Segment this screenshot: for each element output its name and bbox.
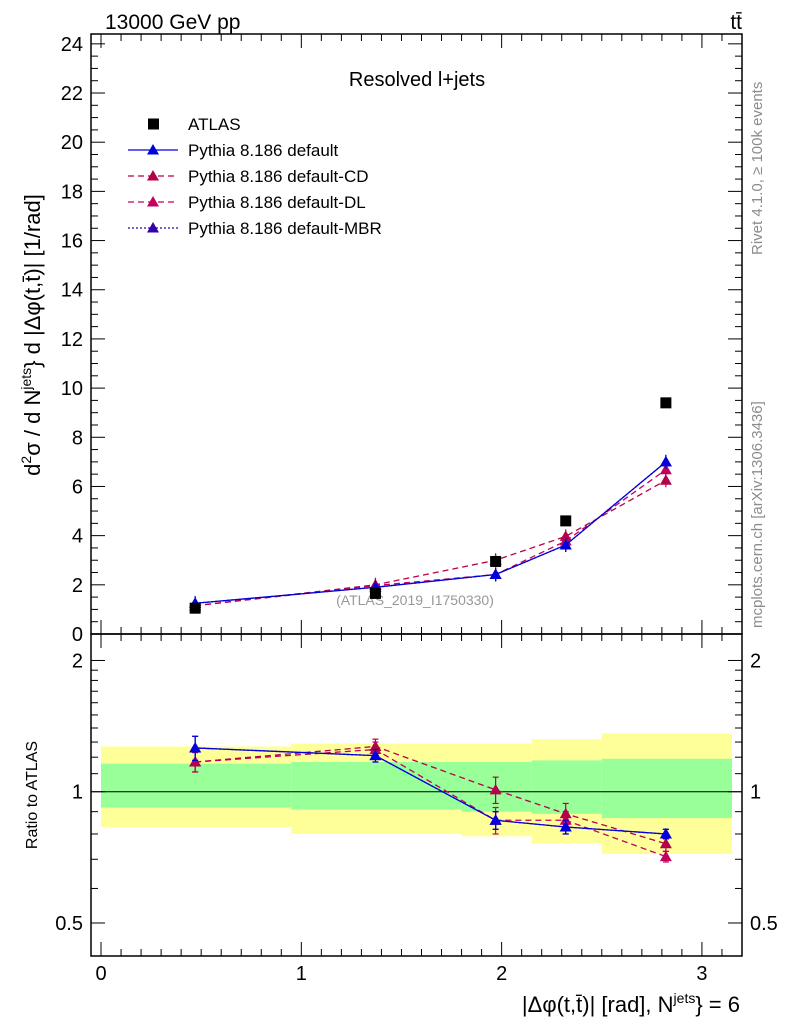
ratio-point xyxy=(189,741,202,753)
ratio-xtick-label: 2 xyxy=(496,963,507,985)
xlabel: |Δφ(t,t̄)| [rad], Njets} = 6 xyxy=(522,990,740,1017)
ylabel-part-d: d xyxy=(20,464,45,476)
series-point xyxy=(659,463,672,475)
main-ytick-label: 14 xyxy=(61,280,83,302)
green-band-4 xyxy=(601,758,732,819)
ratio-point xyxy=(659,850,672,862)
ratio-xtick-label: 0 xyxy=(95,963,106,985)
ratio-point xyxy=(369,749,382,761)
series-point xyxy=(559,530,572,541)
legend-label: Pythia 8.186 default xyxy=(188,141,339,160)
ratio-bands xyxy=(91,733,742,854)
ratio-point xyxy=(369,740,382,751)
legend-marker xyxy=(147,144,159,155)
main-ytick-label: 8 xyxy=(72,427,83,449)
legend-marker xyxy=(147,222,159,233)
atlas-point xyxy=(369,587,381,599)
series-point xyxy=(659,455,672,467)
legend-label: Pythia 8.186 default-MBR xyxy=(188,219,382,238)
series-pythia-8-186-default xyxy=(189,454,672,611)
process-label: tt̄ xyxy=(730,11,742,34)
main-ytick-label: 2 xyxy=(72,575,83,597)
ratio-point xyxy=(489,814,502,825)
legend-marker xyxy=(147,196,159,207)
main-ytick-label: 22 xyxy=(61,83,83,105)
main-series xyxy=(189,397,672,614)
main-ytick-label: 20 xyxy=(61,132,83,154)
series-point xyxy=(489,568,502,579)
ylabel-part-rest: } d |Δφ(t,t̄)| [1/rad] xyxy=(20,194,45,368)
ylabel-sup-2: 2 xyxy=(18,456,34,464)
main-ytick-label: 12 xyxy=(61,329,83,351)
atlas-point xyxy=(660,397,672,409)
green-band-1 xyxy=(291,761,462,810)
series-point xyxy=(659,474,672,485)
ratio-point xyxy=(189,755,202,767)
ratio-point xyxy=(659,837,672,849)
main-ytick-label: 24 xyxy=(61,34,83,56)
xlabel-part-end: } = 6 xyxy=(695,992,740,1017)
green-band-0 xyxy=(101,763,292,808)
ratio-point xyxy=(559,821,572,832)
xlabel-sup-jets: jets xyxy=(673,990,696,1006)
ylabel-sup-jets: jets xyxy=(18,368,34,391)
ratio-point xyxy=(659,827,672,839)
main-ytick-label: 0 xyxy=(72,624,83,646)
legend: ATLAS Pythia 8.186 default Pythia 8.186 de… xyxy=(128,115,382,238)
series-line xyxy=(195,469,667,607)
main-ylabel: d2σ / d Njets} d |Δφ(t,t̄)| [1/rad] xyxy=(18,194,45,476)
legend-label: ATLAS xyxy=(188,115,241,134)
series-point xyxy=(559,538,572,550)
ratio-ytick-label-right: 2 xyxy=(750,650,761,672)
ratio-point xyxy=(489,783,502,795)
ratio-line xyxy=(195,745,667,845)
main-ytick-label: 18 xyxy=(61,181,83,203)
atlas-point xyxy=(189,602,201,614)
ratio-ytick-label: 2 xyxy=(72,650,83,672)
main-ytick-label: 6 xyxy=(72,476,83,498)
ratio-xtick-label: 3 xyxy=(696,963,707,985)
green-band-3 xyxy=(531,760,602,814)
rivet-note: Rivet 4.1.0, ≥ 100k events xyxy=(749,82,766,255)
ratio-pythia-8-186-default xyxy=(189,735,672,840)
ratio-frame xyxy=(90,633,743,957)
ratio-series xyxy=(189,735,672,863)
series-pythia-8-186-default-dl xyxy=(189,462,672,613)
series-line xyxy=(195,479,667,607)
legend-marker-atlas xyxy=(148,118,159,130)
main-title: Resolved l+jets xyxy=(349,69,485,91)
legend-marker xyxy=(147,170,159,181)
atlas-point xyxy=(560,515,572,527)
legend-label: Pythia 8.186 default-DL xyxy=(188,193,366,212)
ratio-ylabel: Ratio to ATLAS xyxy=(24,741,41,849)
analysis-watermark: (ATLAS_2019_I1750330) xyxy=(336,592,494,608)
atlas-point xyxy=(490,555,502,567)
energy-label: 13000 GeV pp xyxy=(105,11,240,34)
ratio-axes: 0.5 0.5 1 1 2 2 0 1 2 3 xyxy=(55,633,778,985)
ratio-ytick-label: 1 xyxy=(72,782,83,804)
xlabel-part-main: |Δφ(t,t̄)| [rad], N xyxy=(522,992,674,1017)
series-atlas xyxy=(189,397,672,614)
ylabel-part-sigma: σ / d N xyxy=(20,390,45,456)
mcplots-note: mcplots.cern.ch [arXiv:1306.3436] xyxy=(749,401,766,628)
ratio-ytick-label-right: 1 xyxy=(750,782,761,804)
ratio-ytick-label: 0.5 xyxy=(55,913,83,935)
series-pythia-8-186-default-mbr xyxy=(189,454,672,611)
ratio-xtick-label: 1 xyxy=(296,963,307,985)
legend-label: Pythia 8.186 default-CD xyxy=(188,167,369,186)
series-line xyxy=(195,461,667,604)
ratio-point xyxy=(559,807,572,819)
ratio-ytick-label-right: 0.5 xyxy=(750,913,778,935)
main-ytick-label: 10 xyxy=(61,378,83,400)
main-ytick-label: 16 xyxy=(61,231,83,253)
main-ytick-label: 4 xyxy=(72,526,83,548)
